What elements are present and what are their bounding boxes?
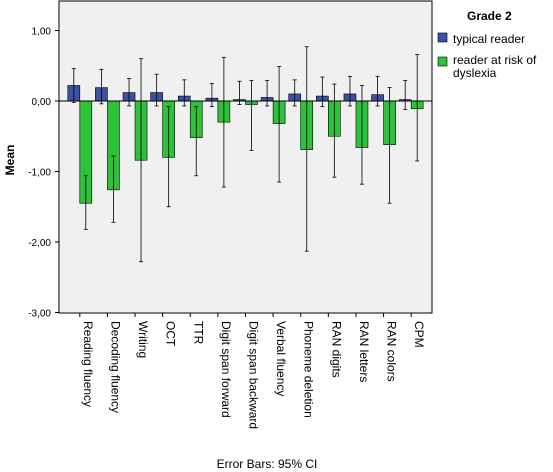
legend-title: Grade 2 bbox=[467, 9, 512, 23]
x-tick-label-phoneme-deletion: Phoneme deletion bbox=[302, 321, 316, 418]
error-bars-note: Error Bars: 95% CI bbox=[217, 457, 318, 471]
x-tick-label-ran-digits: RAN digits bbox=[329, 321, 343, 378]
y-axis-title: Mean bbox=[3, 145, 17, 176]
x-axis: Reading fluency Decoding fluency Writing OC… bbox=[79, 313, 426, 429]
x-tick-label-ran-letters: RAN letters bbox=[357, 321, 371, 382]
y-tick-label-3: 0,00 bbox=[32, 97, 52, 108]
legend: Grade 2 typical reader reader at risk of… bbox=[437, 9, 537, 80]
errorbars-layer bbox=[71, 46, 420, 263]
y-tick-label-4: 1,00 bbox=[32, 27, 52, 38]
x-tick-label-writing: Writing bbox=[136, 321, 150, 358]
legend-swatch-typical-reader bbox=[437, 32, 448, 43]
x-tick-label-reading-fluency: Reading fluency bbox=[81, 321, 95, 407]
x-tick-label-ran-colors: RAN colors bbox=[385, 321, 399, 382]
x-tick-label-decoding-fluency: Decoding fluency bbox=[108, 321, 122, 413]
plot-area bbox=[58, 0, 433, 314]
x-tick-label-verbal-fluency: Verbal fluency bbox=[274, 321, 288, 396]
x-tick-label-oct: OCT bbox=[164, 321, 178, 347]
y-tick-label-0: -3,00 bbox=[28, 309, 51, 320]
x-tick-label-cpm: CPM bbox=[412, 321, 426, 348]
x-tick-label-digit-span-forward: Digit span forward bbox=[219, 321, 233, 418]
y-tick-label-1: -2,00 bbox=[28, 238, 51, 249]
legend-swatch-reader-at-risk bbox=[437, 56, 448, 67]
legend-label-typical-reader: typical reader bbox=[453, 32, 525, 46]
x-tick-label-digit-span-backward: Digit span backward bbox=[247, 321, 261, 429]
x-tick-label-ttr: TTR bbox=[191, 321, 205, 345]
legend-label-reader-at-risk: reader at risk of dyslexia bbox=[453, 53, 537, 80]
y-tick-label-2: -1,00 bbox=[28, 168, 51, 179]
y-axis: -3,00 -2,00 -1,00 0,00 1,00 bbox=[28, 27, 59, 320]
